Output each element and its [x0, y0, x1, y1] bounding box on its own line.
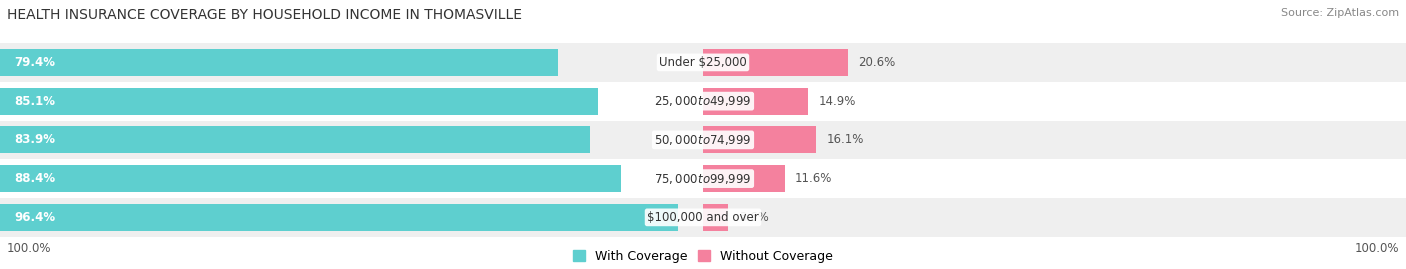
Bar	[703, 49, 848, 76]
Bar	[0, 43, 1406, 82]
Bar	[0, 159, 1406, 198]
Text: 85.1%: 85.1%	[14, 95, 55, 108]
Bar	[0, 88, 599, 115]
Bar	[0, 198, 1406, 237]
Text: 16.1%: 16.1%	[827, 133, 865, 146]
Bar	[0, 49, 558, 76]
Text: 96.4%: 96.4%	[14, 211, 55, 224]
Bar	[0, 121, 1406, 159]
Bar	[703, 88, 807, 115]
Bar	[0, 126, 591, 153]
Bar	[703, 126, 815, 153]
Bar	[0, 82, 1406, 121]
Text: 20.6%: 20.6%	[858, 56, 896, 69]
Bar	[703, 165, 785, 192]
Bar	[0, 204, 678, 231]
Text: Source: ZipAtlas.com: Source: ZipAtlas.com	[1281, 8, 1399, 18]
Text: 14.9%: 14.9%	[818, 95, 856, 108]
Bar	[0, 165, 621, 192]
Bar	[703, 204, 728, 231]
Text: 3.6%: 3.6%	[740, 211, 769, 224]
Text: 100.0%: 100.0%	[7, 242, 52, 255]
Legend: With Coverage, Without Coverage: With Coverage, Without Coverage	[572, 250, 834, 263]
Text: Under $25,000: Under $25,000	[659, 56, 747, 69]
Text: $25,000 to $49,999: $25,000 to $49,999	[654, 94, 752, 108]
Text: $50,000 to $74,999: $50,000 to $74,999	[654, 133, 752, 147]
Text: HEALTH INSURANCE COVERAGE BY HOUSEHOLD INCOME IN THOMASVILLE: HEALTH INSURANCE COVERAGE BY HOUSEHOLD I…	[7, 8, 522, 22]
Text: 100.0%: 100.0%	[1354, 242, 1399, 255]
Text: $75,000 to $99,999: $75,000 to $99,999	[654, 172, 752, 186]
Text: 11.6%: 11.6%	[796, 172, 832, 185]
Text: 88.4%: 88.4%	[14, 172, 55, 185]
Text: 79.4%: 79.4%	[14, 56, 55, 69]
Text: $100,000 and over: $100,000 and over	[647, 211, 759, 224]
Text: 83.9%: 83.9%	[14, 133, 55, 146]
